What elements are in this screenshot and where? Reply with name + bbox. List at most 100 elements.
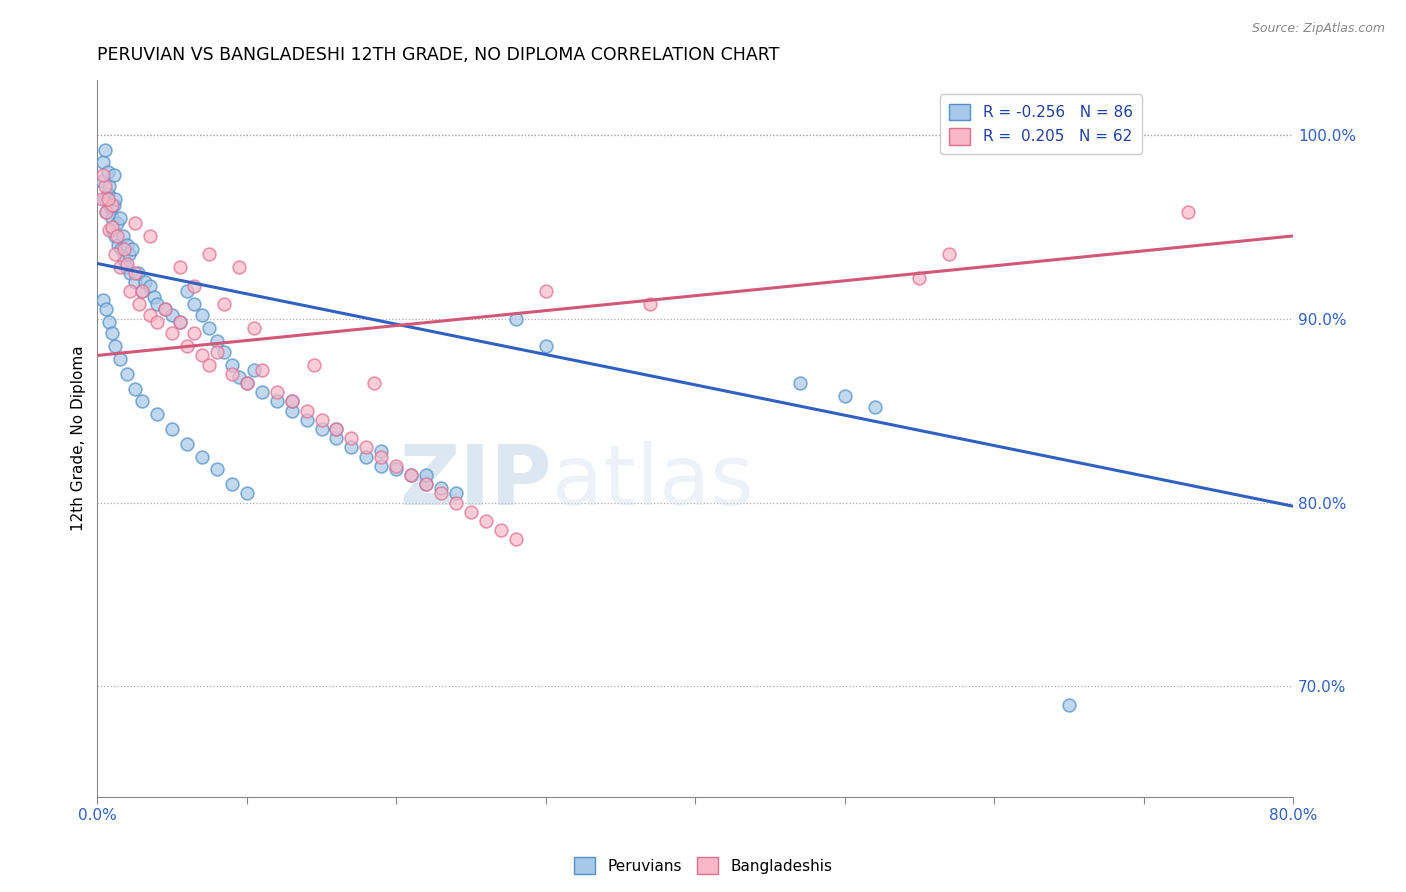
- Point: [138, 229, 160, 244]
- Point: [236, 376, 259, 390]
- Point: [444, 495, 467, 509]
- Point: [415, 467, 437, 482]
- Point: [370, 444, 392, 458]
- Point: [108, 211, 131, 225]
- Point: [325, 422, 347, 436]
- Point: [131, 394, 153, 409]
- Point: [863, 400, 886, 414]
- Point: [183, 326, 205, 341]
- Point: [104, 339, 127, 353]
- Point: [176, 436, 198, 450]
- Point: [356, 441, 378, 455]
- Point: [399, 467, 422, 482]
- Point: [107, 238, 129, 252]
- Point: [534, 339, 557, 353]
- Point: [98, 315, 121, 329]
- Point: [100, 202, 122, 216]
- Point: [430, 481, 453, 495]
- Point: [146, 297, 169, 311]
- Point: [101, 326, 124, 341]
- Point: [104, 229, 127, 244]
- Point: [198, 358, 221, 372]
- Point: [938, 247, 960, 261]
- Point: [266, 394, 288, 409]
- Point: [111, 229, 134, 244]
- Point: [183, 297, 205, 311]
- Point: [385, 462, 408, 476]
- Point: [98, 223, 121, 237]
- Text: ZIP: ZIP: [399, 441, 551, 522]
- Point: [138, 308, 160, 322]
- Point: [105, 216, 128, 230]
- Point: [97, 192, 120, 206]
- Point: [311, 422, 333, 436]
- Point: [124, 275, 146, 289]
- Point: [134, 275, 156, 289]
- Point: [789, 376, 811, 390]
- Point: [475, 514, 498, 528]
- Point: [370, 450, 392, 464]
- Point: [103, 168, 125, 182]
- Point: [250, 385, 273, 400]
- Point: [104, 192, 127, 206]
- Point: [221, 367, 243, 381]
- Point: [96, 302, 118, 317]
- Point: [91, 155, 114, 169]
- Point: [96, 205, 118, 219]
- Point: [198, 321, 221, 335]
- Point: [243, 363, 266, 377]
- Point: [169, 315, 191, 329]
- Point: [127, 266, 149, 280]
- Point: [97, 186, 120, 201]
- Point: [280, 394, 302, 409]
- Point: [356, 450, 378, 464]
- Point: [1057, 698, 1080, 712]
- Point: [834, 389, 856, 403]
- Point: [97, 164, 120, 178]
- Point: [112, 252, 135, 267]
- Point: [908, 271, 931, 285]
- Point: [120, 266, 142, 280]
- Point: [363, 376, 385, 390]
- Point: [415, 477, 437, 491]
- Legend: R = -0.256   N = 86, R =  0.205   N = 62: R = -0.256 N = 86, R = 0.205 N = 62: [941, 95, 1142, 153]
- Point: [399, 467, 422, 482]
- Point: [124, 216, 146, 230]
- Point: [108, 352, 131, 367]
- Point: [91, 168, 114, 182]
- Point: [340, 431, 363, 445]
- Point: [325, 422, 347, 436]
- Point: [205, 462, 228, 476]
- Point: [176, 339, 198, 353]
- Point: [124, 266, 146, 280]
- Point: [311, 413, 333, 427]
- Point: [98, 179, 121, 194]
- Point: [115, 256, 138, 270]
- Point: [205, 344, 228, 359]
- Point: [160, 422, 183, 436]
- Point: [153, 302, 176, 317]
- Point: [340, 441, 363, 455]
- Point: [146, 407, 169, 421]
- Point: [228, 370, 250, 384]
- Point: [118, 247, 141, 261]
- Point: [143, 290, 166, 304]
- Text: PERUVIAN VS BANGLADESHI 12TH GRADE, NO DIPLOMA CORRELATION CHART: PERUVIAN VS BANGLADESHI 12TH GRADE, NO D…: [97, 46, 780, 64]
- Point: [101, 197, 124, 211]
- Point: [105, 229, 128, 244]
- Point: [205, 334, 228, 348]
- Point: [101, 223, 124, 237]
- Point: [146, 315, 169, 329]
- Point: [96, 205, 118, 219]
- Y-axis label: 12th Grade, No Diploma: 12th Grade, No Diploma: [72, 345, 86, 531]
- Point: [176, 284, 198, 298]
- Point: [302, 358, 325, 372]
- Point: [153, 302, 176, 317]
- Point: [114, 260, 136, 275]
- Point: [120, 284, 142, 298]
- Point: [183, 278, 205, 293]
- Point: [370, 458, 392, 473]
- Point: [198, 247, 221, 261]
- Point: [112, 242, 135, 256]
- Point: [115, 367, 138, 381]
